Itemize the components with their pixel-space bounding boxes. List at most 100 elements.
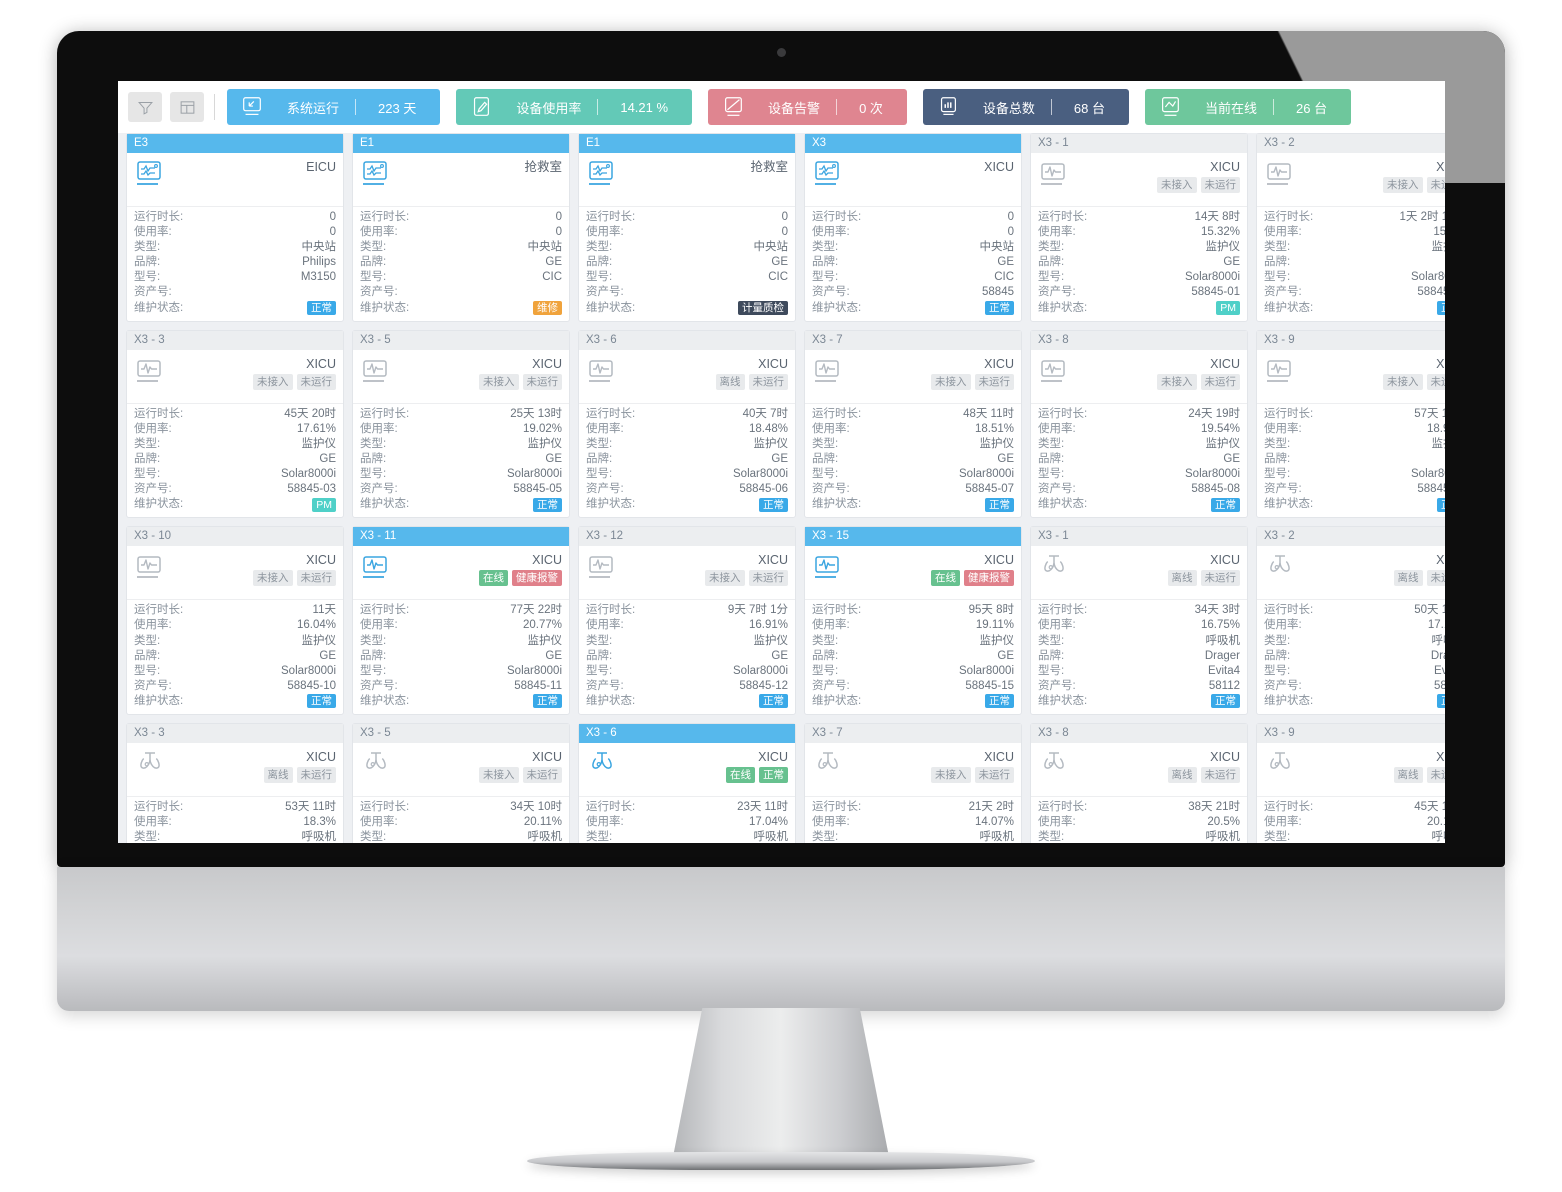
maintenance-status-badge[interactable]: 正常 bbox=[1437, 497, 1445, 512]
maintenance-status-badge[interactable]: 正常 bbox=[1211, 497, 1240, 512]
device-card[interactable]: X3 - 3 XICU 离线 未运行 运行时长: 53天 11时 使用率: 18.3% 类型:… bbox=[126, 722, 344, 843]
device-card[interactable]: X3 - 5 XICU 未接入 未运行 运行时长: 25天 13时 使用率: 19.02% 类… bbox=[352, 329, 570, 519]
card-field-type: 类型: 监护仪 bbox=[586, 437, 788, 452]
maintenance-status-badge[interactable]: 正常 bbox=[759, 497, 788, 512]
stat-chip-currently-online[interactable]: 当前在线 26 台 bbox=[1145, 89, 1352, 125]
stat-value: 223 天 bbox=[378, 100, 417, 116]
field-label: 类型: bbox=[586, 241, 613, 254]
device-card[interactable]: X3 - 3 XICU 未接入 未运行 运行时长: 45天 20时 使用率: 17.61% 类… bbox=[126, 329, 344, 519]
maintenance-status-badge[interactable]: 正常 bbox=[307, 301, 336, 316]
filter-button[interactable] bbox=[128, 92, 162, 122]
card-field-usage: 使用率: 20.77% bbox=[360, 618, 562, 633]
field-value: 58845-12 bbox=[739, 679, 788, 692]
maintenance-status-badge[interactable]: PM bbox=[1216, 301, 1240, 316]
stat-divider bbox=[836, 99, 838, 115]
maintenance-status-badge[interactable]: 正常 bbox=[1437, 301, 1445, 316]
card-field-type: 类型: 监护仪 bbox=[360, 437, 562, 452]
maintenance-status-badge[interactable]: 正常 bbox=[1437, 694, 1445, 709]
maintenance-status-badge[interactable]: 计量质检 bbox=[738, 301, 788, 316]
maintenance-status-badge[interactable]: 正常 bbox=[533, 497, 562, 512]
card-field-usage: 使用率: 0 bbox=[360, 225, 562, 240]
stat-chip-device-total[interactable]: 设备总数 68 台 bbox=[922, 89, 1129, 125]
stat-chip-system-runtime[interactable]: 系统运行 223 天 bbox=[227, 89, 441, 125]
field-value: 监护仪 bbox=[1431, 241, 1446, 254]
device-card[interactable]: X3 - 8 XICU 离线 未运行 运行时长: 38天 21时 使用率: 20.5% 类型:… bbox=[1030, 722, 1248, 843]
device-card[interactable]: X3 - 1 XICU 未接入 未运行 运行时长: 14天 8时 使用率: 15.32% 类型… bbox=[1030, 133, 1248, 322]
device-card[interactable]: X3 - 15 XICU 在线 健康报警 运行时长: 95天 8时 使用率: 19.11% 类… bbox=[804, 526, 1022, 715]
device-card-title: X3 - 1 bbox=[1031, 527, 1247, 547]
field-label: 类型: bbox=[812, 241, 839, 254]
maintenance-status-badge[interactable]: 正常 bbox=[985, 694, 1014, 709]
card-field-model: 型号: Solar8000i bbox=[586, 664, 788, 679]
card-field-asset: 资产号: 58845-06 bbox=[586, 482, 788, 497]
device-card[interactable]: X3 - 12 XICU 未接入 未运行 运行时长: 9天 7时 1分 使用率: 16.91… bbox=[578, 526, 796, 715]
device-status-tags: 离线未运行 bbox=[1167, 766, 1240, 783]
device-card[interactable]: X3 - 6 XICU 在线 正常 运行时长: 23天 11时 使用率: 17.04% 类型:… bbox=[578, 722, 796, 843]
field-label: 使用率: bbox=[360, 816, 398, 829]
card-field-runtime: 运行时长: 57天 14时 bbox=[1264, 407, 1445, 422]
card-field-type: 类型: 监护仪 bbox=[360, 634, 562, 649]
stat-chip-device-alarm[interactable]: 设备告警 0 次 bbox=[708, 89, 907, 125]
layout-button[interactable] bbox=[170, 92, 204, 122]
field-label: 型号: bbox=[134, 271, 161, 284]
maintenance-status-badge[interactable]: 正常 bbox=[1211, 694, 1240, 709]
device-card-header-area: XICU 在线 健康报警 bbox=[353, 546, 569, 601]
device-card[interactable]: X3 - 1 XICU 离线 未运行 运行时长: 34天 3时 使用率: 16.75% 类型:… bbox=[1030, 526, 1248, 715]
field-value: 0 bbox=[1007, 211, 1014, 223]
field-value: 呼吸机 bbox=[301, 831, 337, 843]
device-card[interactable]: X3 XICU 运行时长: 0 使用率: 0 类型: 中央站 品牌: GE 型号: CIC 资产号: 5… bbox=[804, 133, 1022, 322]
device-card[interactable]: X3 - 10 XICU 未接入 未运行 运行时长: 11天 使用率: 16.04% 类型: 监… bbox=[126, 526, 344, 715]
maintenance-status-badge[interactable]: 正常 bbox=[985, 301, 1014, 316]
device-card[interactable]: X3 - 7 XICU 未接入 未运行 运行时长: 21天 2时 使用率: 14.07% 类型… bbox=[804, 722, 1022, 843]
maintenance-status-badge[interactable]: 正常 bbox=[307, 694, 336, 709]
card-field-usage: 使用率: 0 bbox=[812, 225, 1014, 240]
card-field-usage: 使用率: 19.02% bbox=[360, 422, 562, 437]
status-tag: 未运行 bbox=[974, 766, 1014, 783]
device-card[interactable]: X3 - 11 XICU 在线 健康报警 运行时长: 77天 22时 使用率: 20.77%… bbox=[352, 526, 570, 715]
maintenance-status-badge[interactable]: 正常 bbox=[985, 497, 1014, 512]
field-label: 使用率: bbox=[134, 422, 172, 435]
field-label: 使用率: bbox=[1264, 422, 1302, 435]
field-value: 58845-11 bbox=[514, 679, 562, 692]
toolbar: 系统运行 223 天 设备使用率 14.21 % bbox=[118, 81, 1445, 133]
field-value: 40天 7时 bbox=[742, 407, 788, 420]
device-card[interactable]: X3 - 8 XICU 未接入 未运行 运行时长: 24天 19时 使用率: 19.54% 类… bbox=[1030, 329, 1248, 519]
stat-chip-device-usage[interactable]: 设备使用率 14.21 % bbox=[456, 89, 693, 125]
stat-divider bbox=[355, 99, 357, 115]
field-value: CIC bbox=[542, 271, 562, 284]
card-field-runtime: 运行时长: 24天 19时 bbox=[1038, 407, 1240, 422]
field-value: Solar8000i bbox=[507, 664, 562, 677]
field-label: 资产号: bbox=[134, 483, 172, 496]
monitor-device-icon bbox=[1038, 159, 1074, 193]
device-department: XICU bbox=[1436, 356, 1445, 371]
field-label: 品牌: bbox=[360, 256, 387, 269]
monitor-device-icon bbox=[1038, 356, 1074, 390]
field-label: 运行时长: bbox=[1264, 800, 1314, 813]
card-field-model: 型号: Evita4 bbox=[1264, 664, 1445, 679]
maintenance-status-badge[interactable]: PM bbox=[312, 497, 336, 512]
maintenance-status-badge[interactable]: 维修 bbox=[533, 301, 562, 316]
device-card[interactable]: X3 - 6 XICU 离线 未运行 运行时长: 40天 7时 使用率: 18.48% 类型:… bbox=[578, 329, 796, 519]
device-card[interactable]: E1 抢救室 运行时长: 0 使用率: 0 类型: 中央站 品牌: GE 型号: CIC 资产号: 维护… bbox=[352, 133, 570, 322]
device-card[interactable]: E3 EICU 运行时长: 0 使用率: 0 类型: 中央站 品牌: Philips 型号: M31… bbox=[126, 133, 344, 322]
maintenance-status-badge[interactable]: 正常 bbox=[533, 694, 562, 709]
field-label: 使用率: bbox=[360, 422, 398, 435]
maintenance-status-badge[interactable]: 正常 bbox=[759, 694, 788, 709]
device-department: XICU bbox=[306, 553, 336, 568]
central-station-icon bbox=[812, 159, 848, 193]
field-label: 使用率: bbox=[586, 226, 624, 239]
card-field-usage: 使用率: 18.3% bbox=[134, 815, 336, 830]
monitor-bars-icon bbox=[931, 92, 965, 122]
device-card[interactable]: E1 抢救室 运行时长: 0 使用率: 0 类型: 中央站 品牌: GE 型号: CIC 资产号: 维护… bbox=[578, 133, 796, 322]
stat-label: 系统运行 bbox=[287, 100, 340, 116]
status-tag: 离线 bbox=[715, 373, 745, 390]
device-department: XICU bbox=[306, 749, 336, 764]
device-card[interactable]: X3 - 7 XICU 未接入 未运行 运行时长: 48天 11时 使用率: 18.51% 类… bbox=[804, 329, 1022, 519]
device-card[interactable]: X3 - 5 XICU 未接入 未运行 运行时长: 34天 10时 使用率: 20.11% 类… bbox=[352, 722, 570, 843]
field-label: 维护状态: bbox=[134, 498, 184, 511]
field-label: 类型: bbox=[360, 241, 387, 254]
